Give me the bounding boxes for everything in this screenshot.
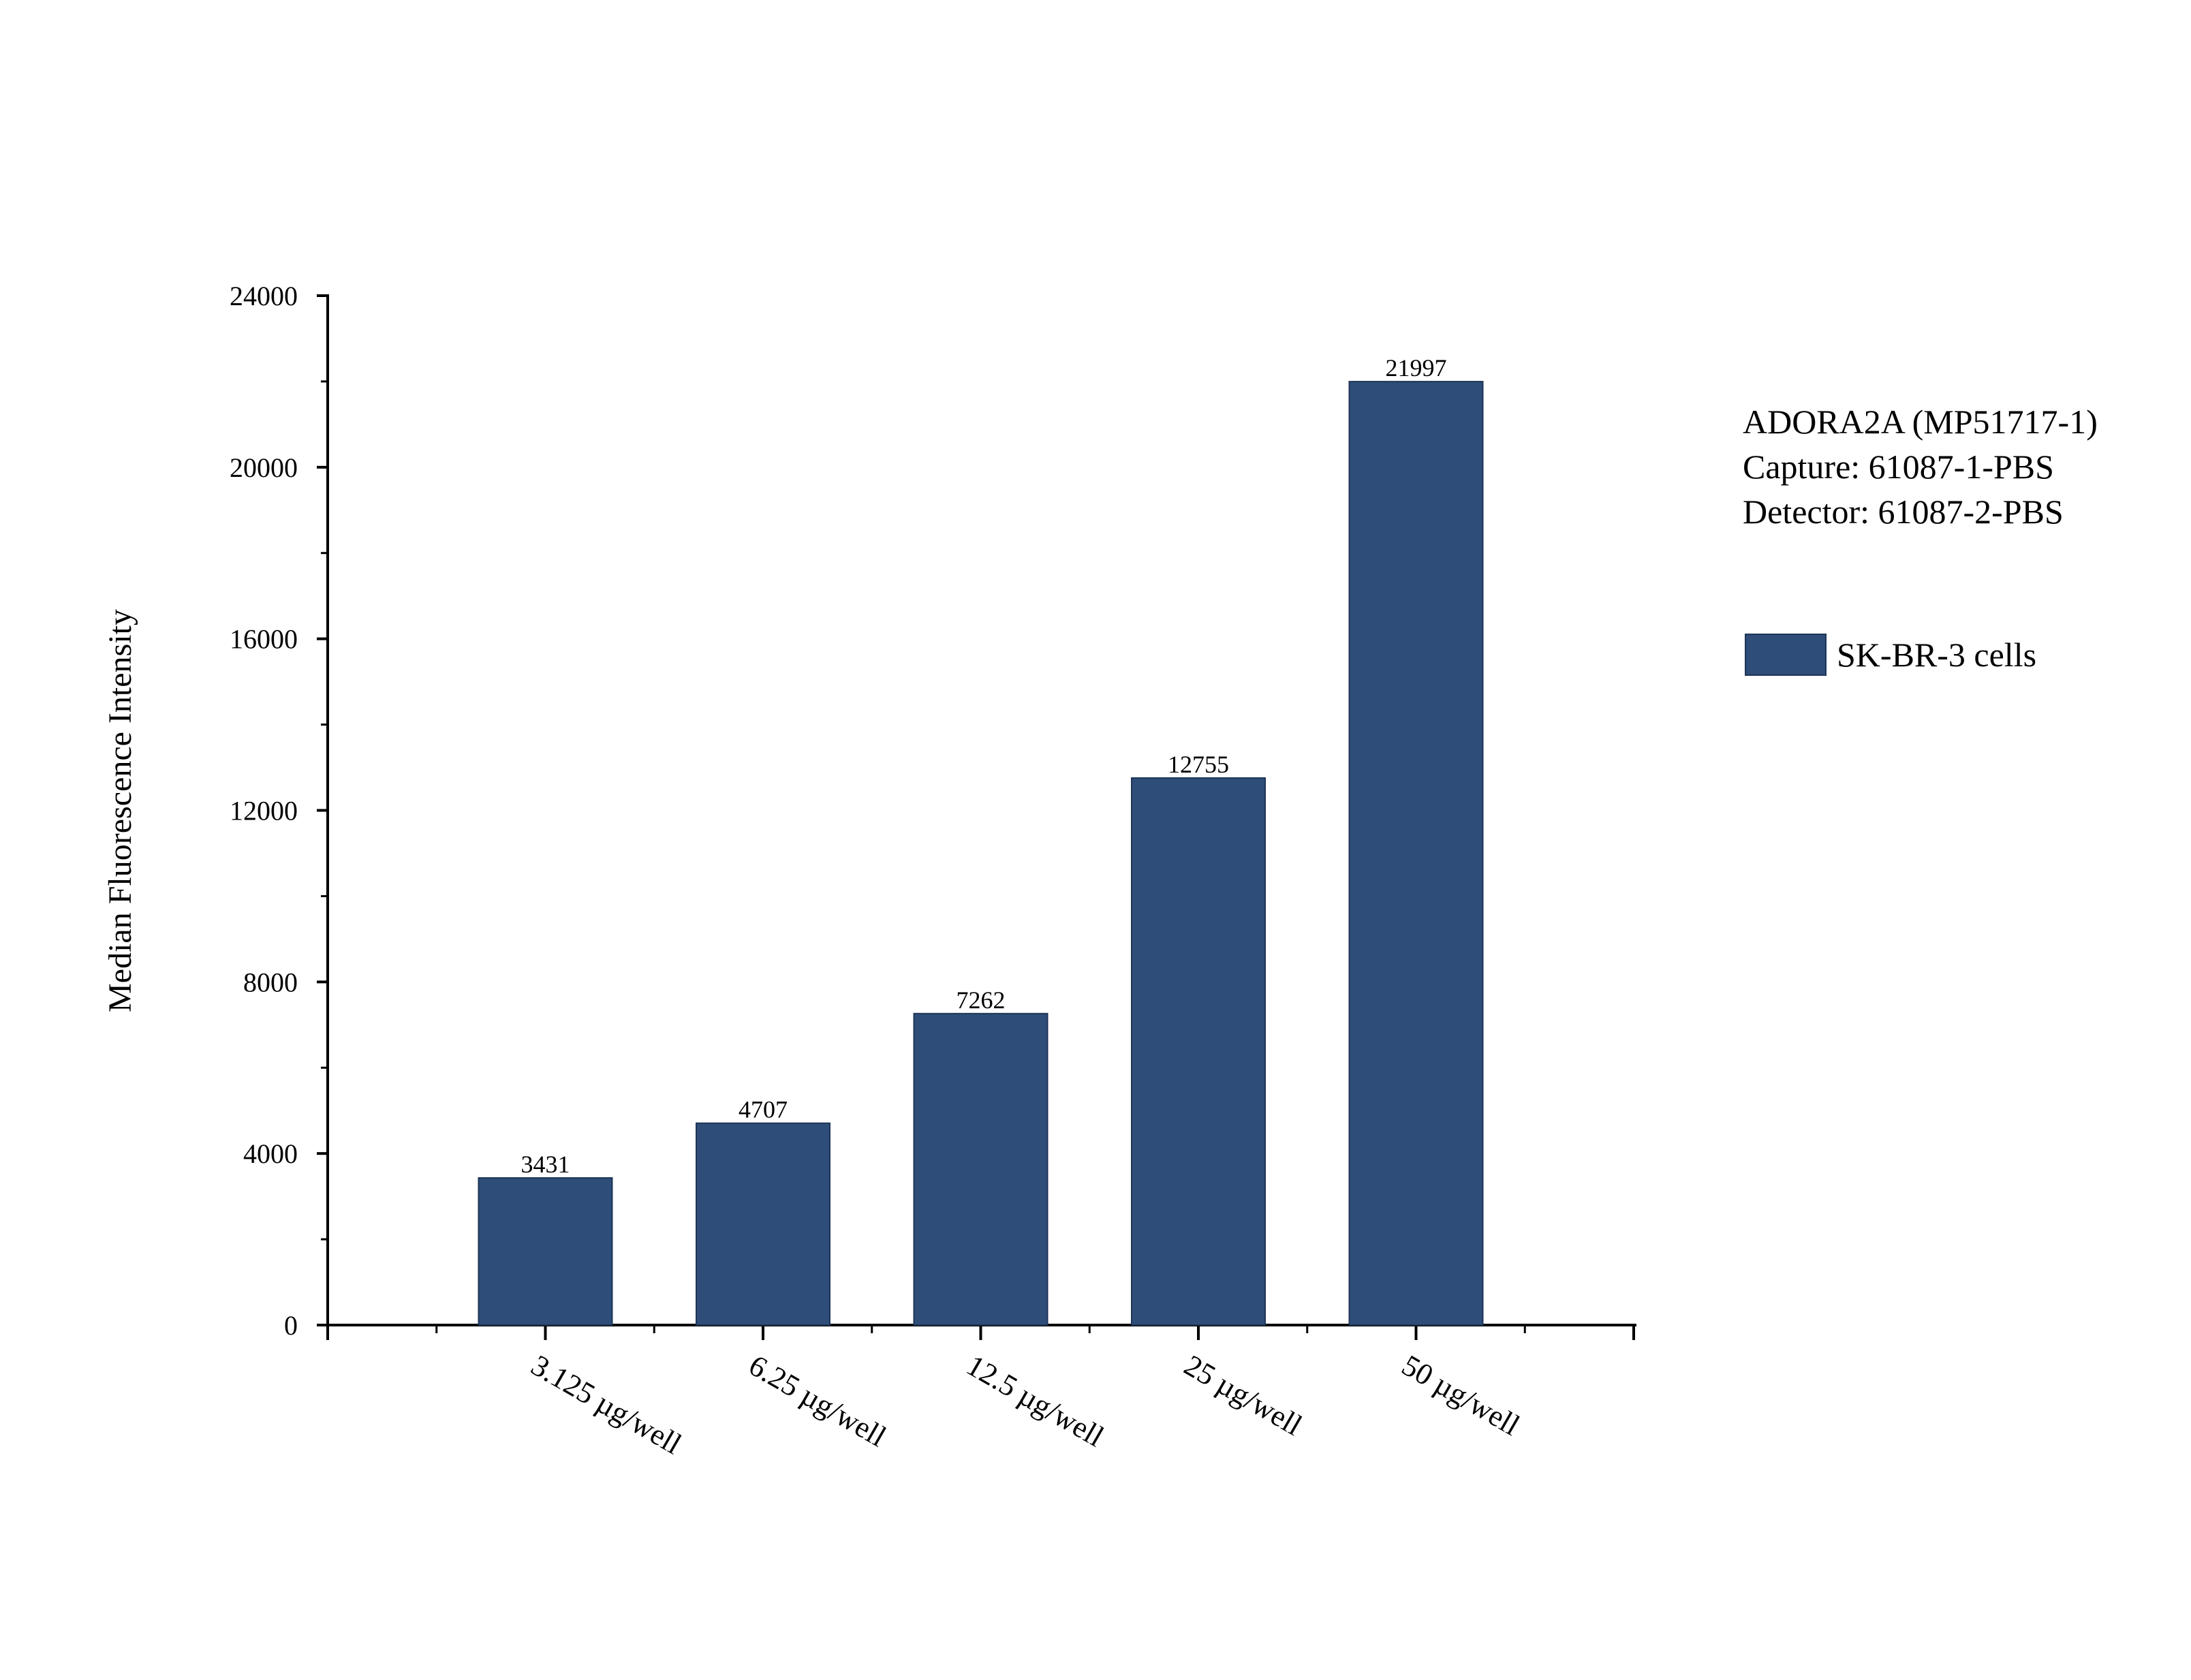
x-category-label: 6.25 µg/well	[743, 1348, 892, 1453]
y-tick-label: 8000	[243, 967, 298, 997]
annotation-capture: Capture: 61087-1-PBS	[1743, 448, 2054, 486]
y-tick-label: 24000	[230, 281, 298, 311]
x-category-label: 3.125 µg/well	[526, 1348, 687, 1461]
x-category-label: 50 µg/well	[1397, 1348, 1525, 1442]
y-tick-label: 12000	[230, 796, 298, 826]
legend-label: SK-BR-3 cells	[1837, 636, 2036, 674]
bar-value-label: 7262	[957, 986, 1006, 1014]
y-tick-label: 20000	[230, 452, 298, 483]
bar	[1348, 381, 1484, 1326]
bar	[696, 1122, 830, 1326]
annotation-antibody: ADORA2A (MP51717-1)	[1743, 403, 2098, 441]
legend-swatch	[1745, 634, 1827, 676]
x-category-label: 12.5 µg/well	[961, 1348, 1110, 1453]
y-axis-title: Median Fluorescence Intensity	[102, 609, 138, 1012]
x-axis-category-labels: 3.125 µg/well 6.25 µg/well 12.5 µg/well 25 …	[526, 1348, 1525, 1461]
bar-value-label: 3431	[521, 1151, 570, 1178]
y-axis-tick-labels: 0 4000 8000 12000 16000 20000 24000	[230, 281, 298, 1341]
x-axis-ticks	[326, 1325, 1635, 1340]
legend: SK-BR-3 cells	[1745, 634, 2036, 676]
bar	[913, 1012, 1048, 1326]
y-tick-label: 0	[284, 1310, 298, 1341]
bar-value-label: 4707	[739, 1096, 788, 1123]
bar-value-label: 21997	[1386, 354, 1447, 382]
y-tick-label: 4000	[243, 1138, 298, 1169]
y-tick-label: 16000	[230, 624, 298, 655]
x-category-label: 25 µg/well	[1179, 1348, 1307, 1442]
chart-annotations: ADORA2A (MP51717-1) Capture: 61087-1-PBS…	[1743, 403, 2098, 531]
data-labels: 3431 4707 7262 12755 21997	[521, 354, 1447, 1178]
bar	[1131, 777, 1266, 1326]
bar	[478, 1177, 613, 1326]
annotation-detector: Detector: 61087-2-PBS	[1743, 493, 2064, 531]
bars	[478, 381, 1484, 1326]
y-axis-ticks	[317, 294, 328, 1326]
bar-value-label: 12755	[1168, 751, 1229, 778]
